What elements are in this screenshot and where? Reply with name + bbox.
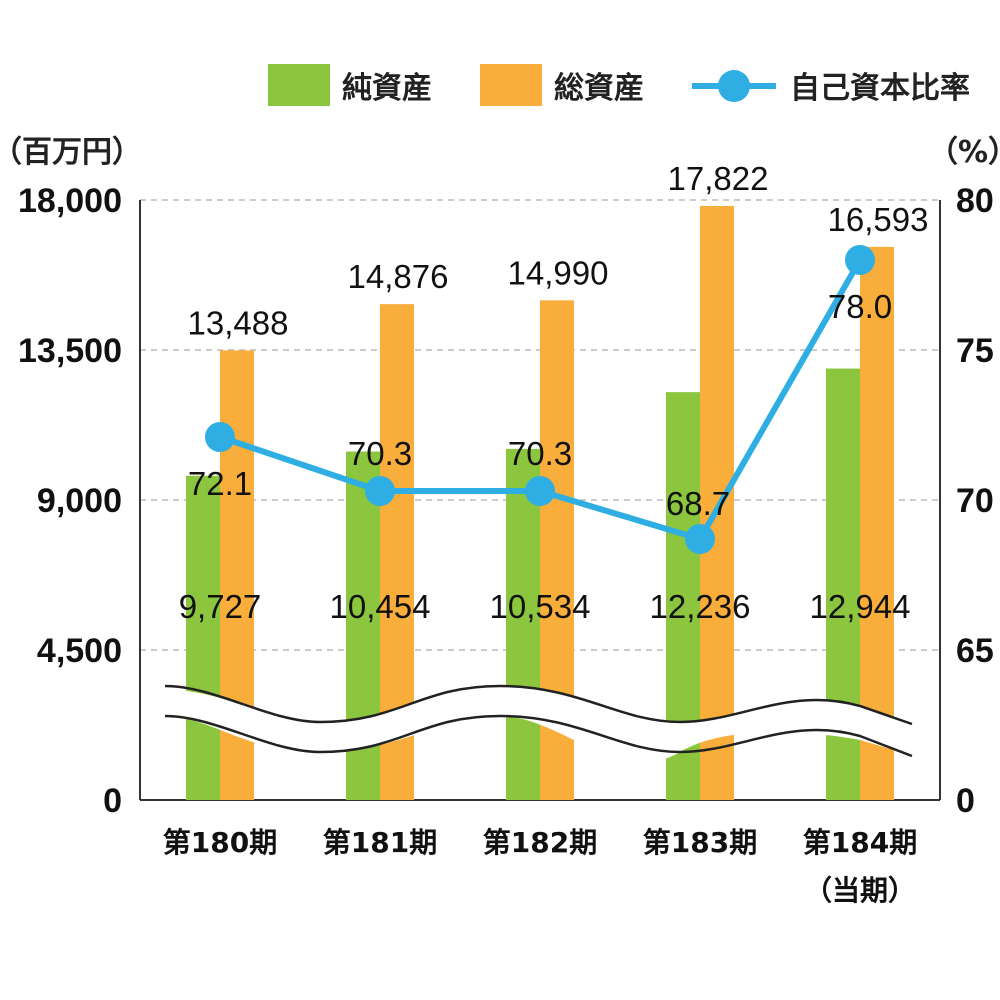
data-label-net-assets: 12,236 [650,588,751,625]
category-label: 第182期 [483,826,597,859]
legend-swatch-net-assets [268,64,330,106]
data-label-total-assets: 14,876 [348,258,449,295]
legend-swatch-total-assets [480,64,542,106]
equity-ratio-line [205,245,875,554]
left-axis-tick-label: 18,000 [18,182,122,220]
right-axis-tick-label: 65 [956,632,994,670]
left-axis-tick-label: 0 [103,782,122,820]
category-label: 第180期 [163,826,277,859]
left-axis-tick-label: 9,000 [37,482,122,520]
category-label: 第184期 [803,826,917,859]
axis-break [160,684,915,763]
right-axis-tick-label: 70 [956,482,994,520]
legend-marker-equity-ratio [718,70,750,102]
data-label-net-assets: 9,727 [179,588,262,625]
category-label: 第183期 [643,826,757,859]
data-label-total-assets: 17,822 [668,160,769,197]
data-label-total-assets: 14,990 [508,254,609,291]
category-label: 第181期 [323,826,437,859]
bar-net-assets [186,475,220,800]
legend: 純資産 総資産 自己資本比率 [268,64,970,106]
data-label-equity-ratio: 70.3 [508,435,572,472]
equity-ratio-point [845,245,875,275]
category-sublabel: （当期） [804,874,916,907]
data-label-total-assets: 16,593 [828,201,929,238]
legend-label-total-assets: 総資産 [554,71,644,106]
data-label-net-assets: 10,534 [490,588,591,625]
axes: 18,000 80 13,500 75 9,000 70 4,500 65 0 0 [18,182,994,820]
axis-break-band [160,686,915,763]
right-axis-unit: （%） [928,135,1000,170]
left-axis-tick-label: 4,500 [37,632,122,670]
equity-ratio-point [205,422,235,452]
data-label-equity-ratio: 70.3 [348,435,412,472]
axis-break-line-top [164,684,913,726]
right-axis-tick-label: 0 [956,782,975,820]
left-axis-unit: （百万円） [0,135,142,170]
data-label-total-assets: 13,488 [188,304,289,341]
left-axis-tick-label: 13,500 [18,332,122,370]
data-label-equity-ratio: 72.1 [188,465,252,502]
data-label-net-assets: 10,454 [330,588,431,625]
category-labels: 第180期 第181期 第182期 第183期 第184期 （当期） [163,826,917,907]
bar-total-assets [700,205,734,800]
legend-label-equity-ratio: 自己資本比率 [790,71,970,106]
data-label-equity-ratio: 78.0 [828,288,892,325]
data-labels: 13,488 9,727 14,876 10,454 14,990 10,534 17,82… [179,160,929,625]
right-axis-tick-label: 75 [956,332,994,370]
data-label-equity-ratio: 68.7 [666,485,730,522]
equity-ratio-point [685,524,715,554]
legend-label-net-assets: 純資産 [342,71,432,106]
equity-ratio-point [365,476,395,506]
right-axis-tick-label: 80 [956,182,994,220]
axis-break-line-bottom [164,714,913,758]
data-label-net-assets: 12,944 [810,588,911,625]
equity-ratio-point [525,476,555,506]
bar-net-assets [506,448,540,800]
